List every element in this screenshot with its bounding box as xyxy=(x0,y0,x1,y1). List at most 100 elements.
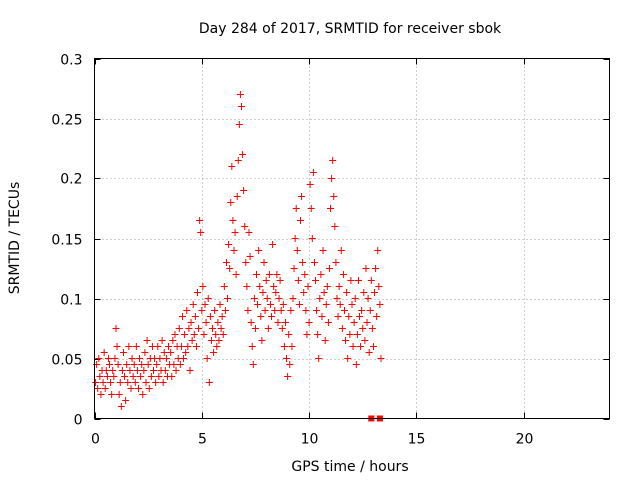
data-point xyxy=(142,379,150,386)
data-point xyxy=(213,343,221,350)
data-point xyxy=(343,289,351,296)
data-point xyxy=(210,349,218,356)
data-point xyxy=(228,163,236,170)
data-point xyxy=(121,373,129,380)
data-point xyxy=(260,259,268,266)
data-point xyxy=(359,325,367,332)
data-point xyxy=(263,295,271,302)
data-point xyxy=(137,373,145,380)
y-tick-label: 0.1 xyxy=(60,293,82,309)
data-point xyxy=(187,319,195,326)
data-point xyxy=(308,235,316,242)
data-point xyxy=(200,331,208,338)
data-point xyxy=(183,307,191,314)
x-tick-label: 15 xyxy=(408,432,426,448)
data-point xyxy=(106,361,114,368)
data-point xyxy=(314,331,322,338)
data-point xyxy=(231,229,239,236)
data-point xyxy=(217,325,225,332)
data-point xyxy=(271,307,279,314)
data-point xyxy=(303,331,311,338)
data-point xyxy=(259,289,267,296)
data-point xyxy=(307,205,315,212)
data-point xyxy=(141,349,149,356)
data-point xyxy=(182,349,190,356)
data-point xyxy=(318,313,326,320)
data-point xyxy=(113,343,121,350)
data-point xyxy=(291,235,299,242)
axis-ticks: 0 5 10 15 20 0 0.05 0.1 0.15 0.2 0.25 0.3 xyxy=(51,53,610,448)
data-point xyxy=(107,379,115,386)
data-point xyxy=(346,331,354,338)
y-axis-label: SRMTID / TECUs xyxy=(7,182,23,295)
y-tick-label: 0.3 xyxy=(60,53,82,69)
data-point xyxy=(124,379,132,386)
data-point xyxy=(339,271,347,278)
data-point xyxy=(253,271,261,278)
data-point xyxy=(332,259,340,266)
data-point xyxy=(262,277,270,284)
data-point xyxy=(147,373,155,380)
data-point xyxy=(103,373,111,380)
data-point xyxy=(366,307,374,314)
data-point xyxy=(165,343,173,350)
data-point xyxy=(224,295,232,302)
data-point xyxy=(304,283,312,290)
y-tick-label: 0.2 xyxy=(60,172,82,188)
data-point xyxy=(180,355,188,362)
data-point xyxy=(211,307,219,314)
data-point xyxy=(372,265,380,272)
data-point xyxy=(244,307,252,314)
data-point xyxy=(283,355,291,362)
data-point xyxy=(203,355,211,362)
data-point xyxy=(310,259,318,266)
data-point xyxy=(369,343,377,350)
data-point xyxy=(349,343,357,350)
data-point xyxy=(176,361,184,368)
data-point xyxy=(373,313,381,320)
data-point xyxy=(268,313,276,320)
data-point xyxy=(247,319,255,326)
data-point xyxy=(344,355,352,362)
data-point xyxy=(331,223,339,230)
data-point xyxy=(109,367,117,374)
data-point xyxy=(196,217,204,224)
data-point xyxy=(243,283,251,290)
data-point xyxy=(278,325,286,332)
data-point xyxy=(250,295,258,302)
data-point xyxy=(167,349,175,356)
data-point xyxy=(184,343,192,350)
data-point xyxy=(229,217,237,224)
y-tick-label: 0.25 xyxy=(51,113,82,129)
data-point xyxy=(216,301,224,308)
data-point xyxy=(234,157,242,164)
data-point xyxy=(363,319,371,326)
data-point xyxy=(333,295,341,302)
data-point xyxy=(143,337,151,344)
data-point xyxy=(316,295,324,302)
y-tick-label: 0.15 xyxy=(51,233,82,249)
data-point xyxy=(302,307,310,314)
data-point xyxy=(356,313,364,320)
data-point xyxy=(233,193,241,200)
data-point xyxy=(118,367,126,374)
data-point xyxy=(170,361,178,368)
data-point xyxy=(309,169,317,176)
data-point xyxy=(125,343,133,350)
data-point xyxy=(242,259,250,266)
data-point xyxy=(360,289,368,296)
data-point xyxy=(169,337,177,344)
data-point xyxy=(96,373,104,380)
data-point xyxy=(367,277,375,284)
data-point xyxy=(280,343,288,350)
data-point xyxy=(102,367,110,374)
data-point xyxy=(374,247,382,254)
data-point xyxy=(251,325,259,332)
data-point xyxy=(130,361,138,368)
data-point xyxy=(327,205,335,212)
data-point xyxy=(320,289,328,296)
data-point xyxy=(172,367,180,374)
data-point xyxy=(117,403,125,410)
data-point xyxy=(123,361,131,368)
